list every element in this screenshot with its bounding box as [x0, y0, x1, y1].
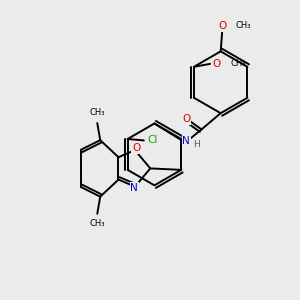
Text: O: O — [132, 143, 141, 153]
Text: O: O — [182, 114, 190, 124]
Text: CH₃: CH₃ — [231, 59, 246, 68]
Text: N: N — [182, 136, 190, 146]
Text: O: O — [212, 59, 221, 69]
Text: H: H — [193, 140, 200, 149]
Text: O: O — [218, 21, 226, 31]
Text: Cl: Cl — [148, 135, 158, 146]
Text: N: N — [130, 183, 138, 193]
Text: CH₃: CH₃ — [236, 21, 251, 30]
Text: CH₃: CH₃ — [89, 108, 105, 117]
Text: CH₃: CH₃ — [89, 219, 105, 228]
